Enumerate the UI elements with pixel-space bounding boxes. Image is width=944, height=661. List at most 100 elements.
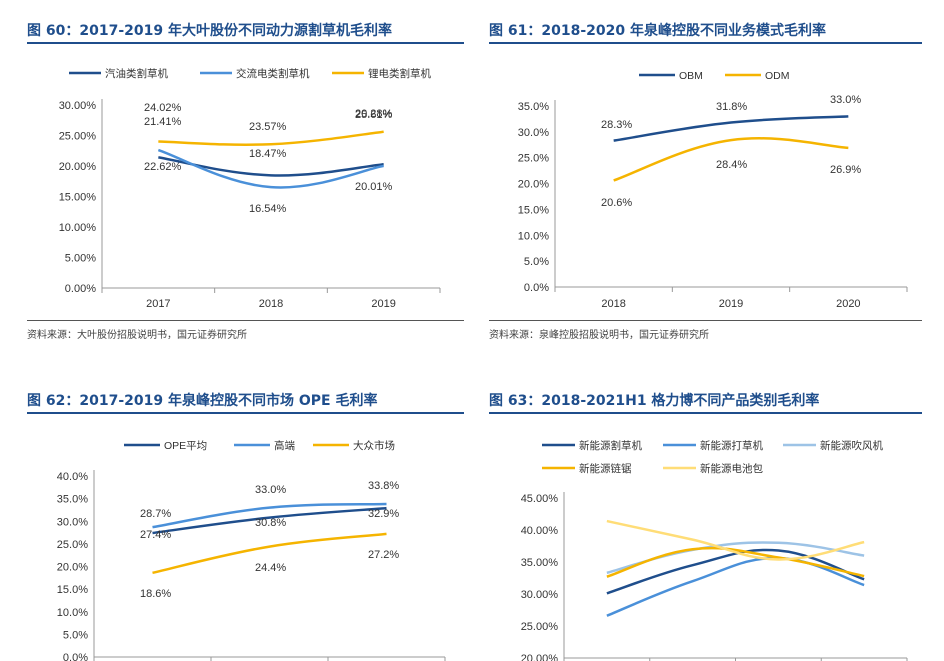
data-label: 28.7% bbox=[140, 508, 171, 520]
y-tick-label: 15.0% bbox=[518, 204, 549, 216]
chart-61-title: 图 61：2018-2020 年泉峰控股不同业务模式毛利率 bbox=[489, 23, 826, 39]
data-label: 20.6% bbox=[601, 197, 632, 209]
x-tick-label: 2017 bbox=[146, 298, 170, 310]
data-label: 33.8% bbox=[368, 480, 399, 492]
y-tick-label: 0.0% bbox=[524, 282, 549, 294]
legend-label: OBM bbox=[679, 70, 703, 82]
y-tick-label: 20.00% bbox=[521, 653, 559, 661]
y-tick-label: 15.00% bbox=[59, 192, 97, 204]
series-line bbox=[157, 148, 384, 189]
x-tick-label: 2020 bbox=[836, 298, 860, 310]
data-label: 24.02% bbox=[144, 102, 182, 114]
legend-label: 新能源链锯 bbox=[579, 462, 632, 475]
chart-61-title-rule bbox=[489, 42, 922, 44]
y-tick-label: 20.0% bbox=[518, 179, 549, 191]
legend-label: 新能源打草机 bbox=[700, 439, 763, 452]
y-tick-label: 10.0% bbox=[57, 607, 88, 619]
chart-62-title: 图 62：2017-2019 年泉峰控股不同市场 OPE 毛利率 bbox=[27, 393, 378, 409]
data-label: 21.41% bbox=[144, 116, 182, 128]
chart-63-title-rule bbox=[489, 412, 922, 414]
legend-label: ODM bbox=[765, 70, 790, 82]
y-tick-label: 40.00% bbox=[521, 525, 559, 537]
data-label: 23.57% bbox=[249, 121, 287, 133]
chart-60-source-rule bbox=[27, 320, 464, 321]
chart-60-title: 图 60：2017-2019 年大叶股份不同动力源割草机毛利率 bbox=[27, 23, 392, 39]
series-line bbox=[158, 156, 384, 177]
chart-60-source: 资料来源：大叶股份招股说明书，国元证券研究所 bbox=[27, 330, 247, 341]
chart-60-title-rule bbox=[27, 42, 464, 44]
data-label: 28.4% bbox=[716, 159, 747, 171]
chart-60: 0.00% 5.00% 10.00% 15.00% 20.00% 25.00% 30.00%… bbox=[59, 67, 441, 310]
data-label: 26.9% bbox=[830, 164, 861, 176]
y-tick-label: 25.0% bbox=[57, 539, 88, 551]
y-tick-label: 10.0% bbox=[518, 230, 549, 242]
y-tick-label: 25.00% bbox=[521, 621, 559, 633]
y-tick-label: 25.0% bbox=[518, 153, 549, 165]
series-line bbox=[152, 502, 387, 529]
legend-label: 新能源吹风机 bbox=[820, 439, 883, 452]
data-label: 27.4% bbox=[140, 529, 171, 541]
chart-61: 0.0% 5.0% 10.0% 15.0% 20.0% 25.0% 30.0% 35.0% 20… bbox=[518, 70, 908, 310]
y-tick-label: 30.00% bbox=[521, 589, 559, 601]
data-label: 30.8% bbox=[255, 517, 286, 529]
data-label: 18.6% bbox=[140, 588, 171, 600]
legend-label: 高端 bbox=[274, 439, 295, 452]
chart-61-source: 资料来源：泉峰控股招股说明书，国元证券研究所 bbox=[489, 330, 709, 341]
x-tick-label: 2018 bbox=[259, 298, 283, 310]
y-tick-label: 5.0% bbox=[63, 629, 88, 641]
y-tick-label: 30.00% bbox=[59, 100, 97, 112]
data-label: 31.8% bbox=[716, 101, 747, 113]
data-label: 18.47% bbox=[249, 148, 287, 160]
x-tick-label: 2019 bbox=[719, 298, 743, 310]
chart-61-source-rule bbox=[489, 320, 922, 321]
data-label: 16.54% bbox=[249, 203, 287, 215]
y-tick-label: 10.00% bbox=[59, 222, 97, 234]
y-tick-label: 35.00% bbox=[521, 557, 559, 569]
y-tick-label: 40.0% bbox=[57, 471, 88, 483]
data-label: 33.0% bbox=[255, 484, 286, 496]
legend-label: 大众市场 bbox=[353, 439, 395, 452]
x-tick-label: 2018 bbox=[601, 298, 625, 310]
series-line bbox=[613, 137, 849, 182]
y-tick-label: 0.00% bbox=[65, 283, 96, 295]
series-line bbox=[606, 548, 865, 595]
series-line bbox=[606, 546, 865, 578]
y-tick-label: 15.0% bbox=[57, 584, 88, 596]
data-label: 25.61% bbox=[355, 109, 393, 121]
y-tick-label: 35.0% bbox=[57, 494, 88, 506]
y-tick-label: 20.0% bbox=[57, 562, 88, 574]
data-label: 27.2% bbox=[368, 549, 399, 561]
data-label: 24.4% bbox=[255, 562, 286, 574]
data-label: 33.0% bbox=[830, 94, 861, 106]
y-tick-label: 0.0% bbox=[63, 652, 88, 661]
y-tick-label: 5.0% bbox=[524, 256, 549, 268]
series-line bbox=[606, 519, 865, 561]
legend-label: 锂电类割草机 bbox=[368, 67, 431, 80]
y-tick-label: 30.0% bbox=[518, 127, 549, 139]
series-line bbox=[152, 506, 387, 535]
series-line bbox=[158, 130, 384, 146]
series-line bbox=[613, 115, 849, 142]
y-tick-label: 45.00% bbox=[521, 493, 559, 505]
y-tick-label: 5.00% bbox=[65, 253, 96, 265]
data-label: 32.9% bbox=[368, 508, 399, 520]
data-label: 20.28% bbox=[355, 108, 393, 120]
data-label: 28.3% bbox=[601, 119, 632, 131]
legend-label: 汽油类割草机 bbox=[105, 67, 168, 80]
chart-63: 20.00% 25.00% 30.00% 35.00% 40.00% 45.00% 新能源割… bbox=[521, 439, 908, 661]
chart-62: 0.0% 5.0% 10.0% 15.0% 20.0% 25.0% 30.0% 35.0% 40… bbox=[57, 439, 446, 661]
y-tick-label: 20.00% bbox=[59, 161, 97, 173]
legend-label: OPE平均 bbox=[164, 440, 207, 452]
series-line bbox=[606, 556, 865, 617]
legend-label: 新能源电池包 bbox=[700, 462, 763, 475]
data-label: 20.01% bbox=[355, 181, 393, 193]
legend-label: 新能源割草机 bbox=[579, 439, 642, 452]
chart-62-title-rule bbox=[27, 412, 464, 414]
x-tick-label: 2019 bbox=[371, 298, 395, 310]
y-tick-label: 25.00% bbox=[59, 131, 97, 143]
legend-label: 交流电类割草机 bbox=[236, 67, 310, 80]
series-line bbox=[152, 532, 387, 575]
chart-63-title: 图 63：2018-2021H1 格力博不同产品类别毛利率 bbox=[489, 393, 820, 409]
y-tick-label: 35.0% bbox=[518, 101, 549, 113]
y-tick-label: 30.0% bbox=[57, 516, 88, 528]
